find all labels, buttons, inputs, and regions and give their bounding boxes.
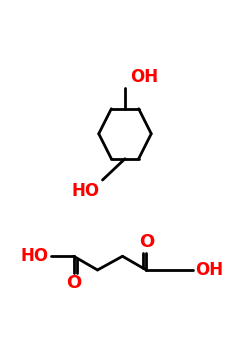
Text: HO: HO — [20, 247, 49, 265]
Text: OH: OH — [130, 68, 158, 86]
Text: O: O — [66, 274, 82, 292]
Text: OH: OH — [195, 261, 223, 279]
Text: HO: HO — [72, 182, 100, 200]
Text: O: O — [138, 233, 154, 251]
